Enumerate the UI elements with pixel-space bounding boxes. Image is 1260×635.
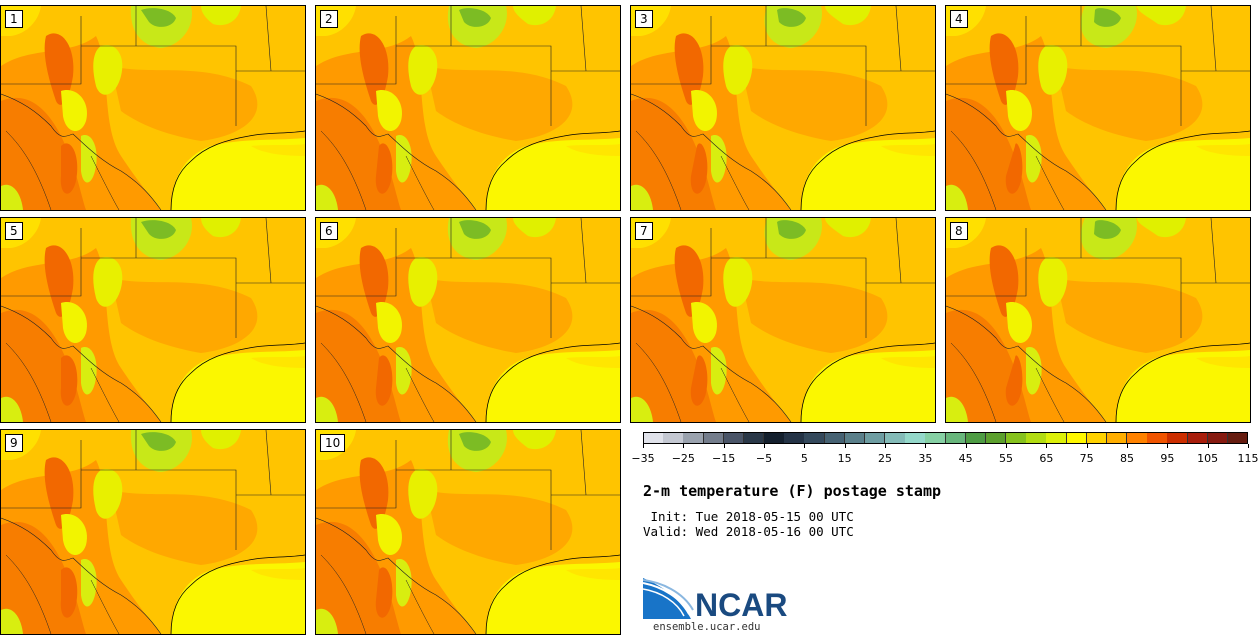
colorbar-tick-mark <box>925 444 927 448</box>
init-time: Init: Tue 2018-05-15 00 UTC <box>643 509 854 524</box>
member-number-label: 9 <box>5 434 23 452</box>
colorbar-tick-label: 105 <box>1197 452 1219 465</box>
colorbar-bin <box>703 432 725 444</box>
colorbar-tick-mark <box>1046 444 1048 448</box>
ensemble-member-panel: 8 <box>945 217 1251 423</box>
colorbar-tick-mark <box>804 444 806 448</box>
colorbar-bin <box>985 432 1007 444</box>
colorbar-bin <box>1127 432 1148 444</box>
colorbar-tick-label: 115 <box>1237 452 1259 465</box>
colorbar-tick-label: 75 <box>1079 452 1094 465</box>
colorbar-bin <box>824 432 846 444</box>
colorbar-bin <box>1147 432 1168 444</box>
colorbar-tick-mark <box>683 444 685 448</box>
ensemble-member-panel: 6 <box>315 217 621 423</box>
temperature-colorbar <box>643 432 1249 444</box>
svg-text:NCAR: NCAR <box>695 587 787 620</box>
colorbar-bin <box>844 432 866 444</box>
colorbar-bin <box>683 432 704 444</box>
colorbar-bin <box>1026 432 1047 444</box>
colorbar-bin <box>723 432 745 444</box>
colorbar-tick-label: 35 <box>918 452 933 465</box>
member-number-label: 7 <box>635 222 653 240</box>
member-number-label: 8 <box>950 222 968 240</box>
ensemble-member-panel: 7 <box>630 217 936 423</box>
ensemble-member-panel: 3 <box>630 5 936 211</box>
colorbar-bin <box>945 432 967 444</box>
colorbar-tick-label: −35 <box>631 452 655 465</box>
member-number-label: 3 <box>635 10 653 28</box>
colorbar-bin <box>965 432 987 444</box>
colorbar-tick-mark <box>643 444 644 448</box>
colorbar-tick-label: 25 <box>878 452 892 465</box>
colorbar-bin <box>1227 432 1249 444</box>
colorbar-bin <box>1086 432 1108 444</box>
colorbar-bin <box>804 432 825 444</box>
colorbar-tick-mark <box>723 444 725 448</box>
colorbar-tick-label: 5 <box>800 452 808 465</box>
colorbar-tick-label: 65 <box>1039 452 1054 465</box>
colorbar-tick-label: 15 <box>837 452 852 465</box>
member-number-label: 2 <box>320 10 338 28</box>
logo-url: ensemble.ucar.edu <box>653 621 761 633</box>
colorbar-tick-mark <box>885 444 886 448</box>
colorbar-bin <box>1006 432 1027 444</box>
colorbar-bin <box>1207 432 1229 444</box>
colorbar-tick-mark <box>844 444 846 448</box>
colorbar-bin <box>1046 432 1067 444</box>
ensemble-member-panel: 4 <box>945 5 1251 211</box>
ncar-logo: NCAR <box>643 578 787 620</box>
colorbar-tick-mark <box>1207 444 1209 448</box>
colorbar-bin <box>925 432 946 444</box>
colorbar-bin <box>905 432 926 444</box>
plot-title: 2-m temperature (F) postage stamp <box>643 482 942 500</box>
colorbar-bin <box>663 432 684 444</box>
ensemble-member-panel: 2 <box>315 5 621 211</box>
colorbar-bin <box>743 432 765 444</box>
member-number-label: 5 <box>5 222 23 240</box>
ensemble-member-panel: 1 <box>0 5 306 211</box>
colorbar-bin <box>1066 432 1088 444</box>
colorbar-bin <box>764 432 785 444</box>
colorbar-tick-label: −25 <box>671 452 695 465</box>
colorbar-tick-label: 45 <box>958 452 973 465</box>
colorbar-tick-mark <box>965 444 967 448</box>
colorbar-tick-mark <box>1167 444 1169 448</box>
colorbar-bin <box>885 432 906 444</box>
colorbar-tick-mark <box>1248 444 1249 448</box>
colorbar-tick-mark <box>764 444 765 448</box>
member-number-label: 10 <box>320 434 346 452</box>
valid-time: Valid: Wed 2018-05-16 00 UTC <box>643 524 854 539</box>
colorbar-tick-label: −5 <box>755 452 773 465</box>
colorbar-bin <box>1167 432 1188 444</box>
colorbar-tick-mark <box>1086 444 1088 448</box>
colorbar-tick-mark <box>1006 444 1007 448</box>
colorbar-bin <box>1106 432 1128 444</box>
colorbar-bin <box>864 432 886 444</box>
ensemble-member-panel: 9 <box>0 429 306 635</box>
colorbar-tick-label: 95 <box>1160 452 1175 465</box>
ensemble-member-panel: 10 <box>315 429 621 635</box>
colorbar-bin <box>1187 432 1209 444</box>
member-number-label: 6 <box>320 222 338 240</box>
colorbar-tick-label: 55 <box>999 452 1013 465</box>
colorbar-bin <box>784 432 805 444</box>
colorbar-tick-label: 85 <box>1120 452 1134 465</box>
member-number-label: 4 <box>950 10 968 28</box>
colorbar-tick-mark <box>1127 444 1128 448</box>
colorbar-tick-label: −15 <box>712 452 736 465</box>
colorbar-bin <box>643 432 664 444</box>
ensemble-member-panel: 5 <box>0 217 306 423</box>
member-number-label: 1 <box>5 10 23 28</box>
